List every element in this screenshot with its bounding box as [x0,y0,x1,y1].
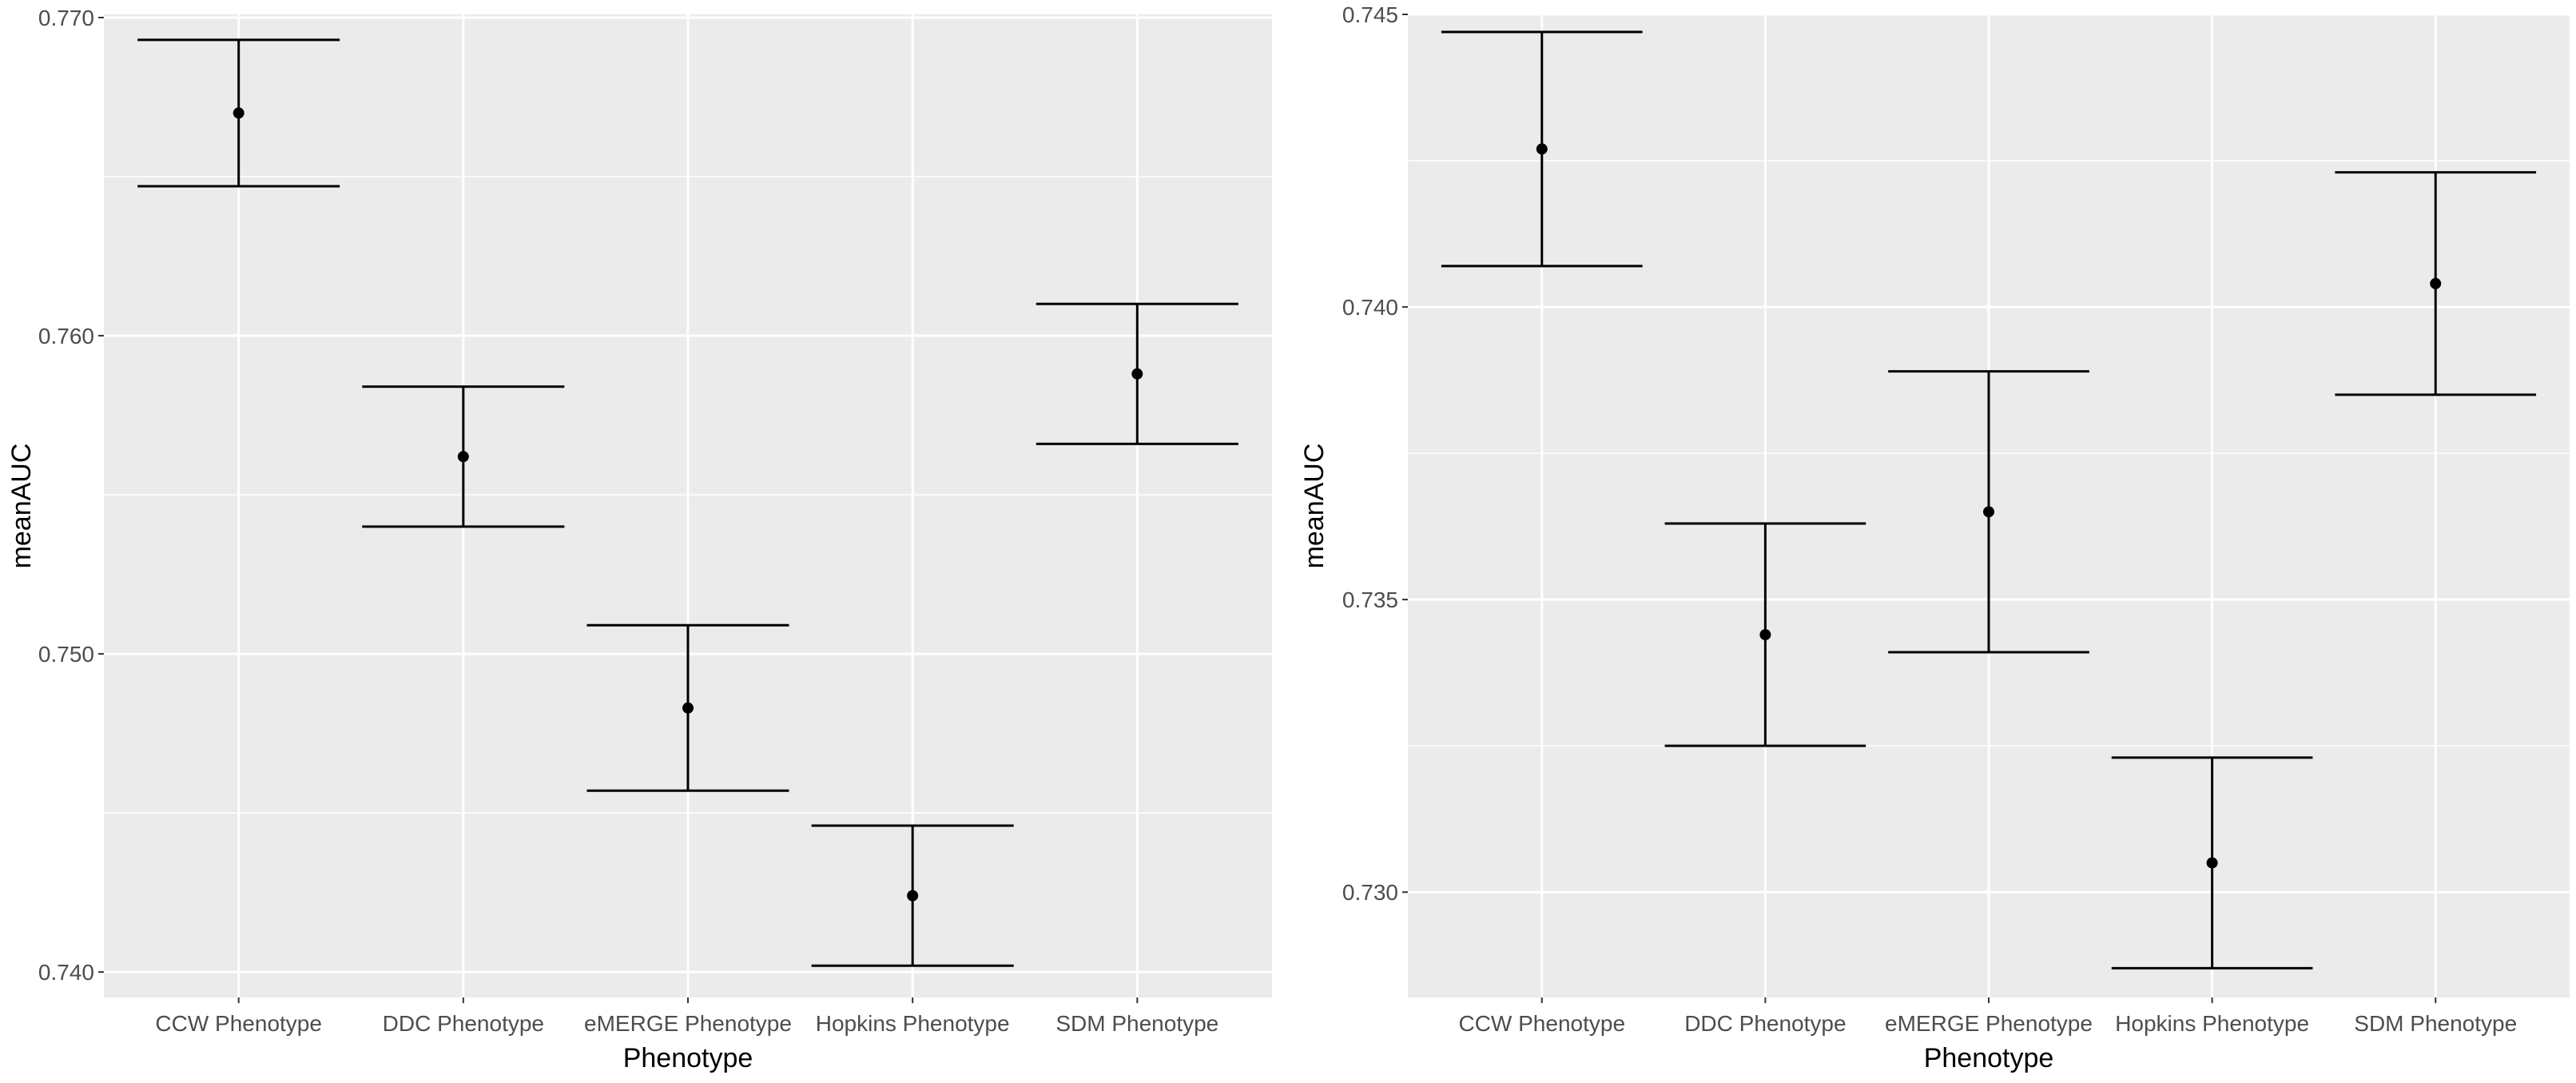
mean-point [2206,857,2218,869]
y-tick-label: 0.770 [38,6,94,30]
x-axis-title: Phenotype [623,1043,753,1073]
x-tick-label: Hopkins Phenotype [816,1011,1010,1036]
y-tick-label: 0.730 [1342,880,1398,905]
y-tick-label: 0.735 [1342,587,1398,612]
mean-point [1983,506,1994,518]
mean-point [233,107,244,119]
x-tick-label: eMERGE Phenotype [1885,1011,2093,1036]
y-axis-title: meanAUC [6,444,37,569]
x-tick-label: Hopkins Phenotype [2115,1011,2309,1036]
x-tick-label: DDC Phenotype [1684,1011,1846,1036]
chart-panel-2: 0.730 0.735 0.740 0.745 CCW Phenotype DDC Phe… [1299,2,2570,1073]
mean-point [2430,277,2442,289]
mean-point [1131,368,1143,380]
x-tick-label: CCW Phenotype [155,1011,322,1036]
y-tick-label: 0.740 [1342,295,1398,320]
y-tick-label: 0.745 [1342,2,1398,27]
mean-point [907,890,919,902]
chart-panel-1: 0.740 0.750 0.760 0.770 CCW Phenotype DDC Phe… [6,6,1272,1073]
y-tick-label: 0.750 [38,642,94,667]
y-tick-label: 0.740 [38,960,94,985]
x-tick-label: SDM Phenotype [2354,1011,2517,1036]
x-tick-label: eMERGE Phenotype [584,1011,792,1036]
mean-point [457,451,469,463]
mean-point [1759,629,1771,641]
x-tick-label: SDM Phenotype [1055,1011,1218,1036]
x-tick-label: CCW Phenotype [1458,1011,1625,1036]
y-tick-label: 0.760 [38,324,94,348]
mean-point [682,702,694,714]
x-tick-label: DDC Phenotype [383,1011,544,1036]
y-axis-title: meanAUC [1299,444,1330,569]
mean-point [1536,143,1548,155]
x-axis-title: Phenotype [1924,1043,2054,1073]
